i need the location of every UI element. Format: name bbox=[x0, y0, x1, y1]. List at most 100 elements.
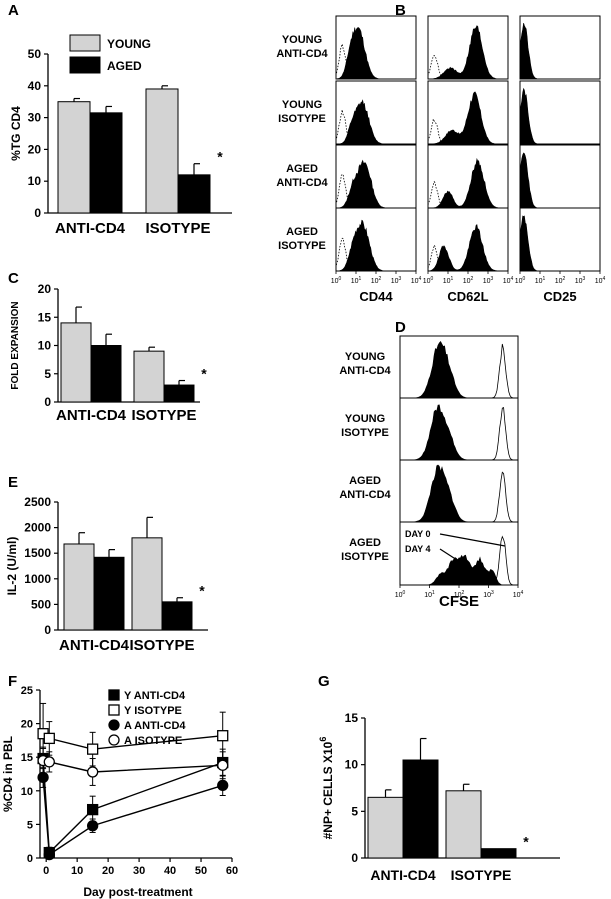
x-tick-label: 103 bbox=[391, 276, 402, 285]
histogram-cd62l-row4: 100 101 102 103 104 bbox=[423, 207, 514, 285]
data-point bbox=[86, 743, 99, 755]
histogram-frame bbox=[519, 144, 601, 209]
category-label-anti-cd4: ANTI-CD4 bbox=[56, 407, 127, 424]
y-tick-label: 0 bbox=[351, 851, 358, 865]
x-tick-exponent: 2 bbox=[379, 276, 382, 282]
x-tick-label: 102 bbox=[463, 276, 474, 285]
x-tick-exponent: 1 bbox=[543, 276, 546, 282]
x-tick-label: 104 bbox=[513, 590, 524, 599]
x-tick-label: 0 bbox=[43, 865, 49, 877]
x-tick-label: 50 bbox=[195, 865, 207, 877]
histogram-control bbox=[427, 117, 508, 145]
x-tick-exponent: 3 bbox=[583, 276, 586, 282]
annotation-arrow-day4 bbox=[439, 548, 458, 561]
histogram-control bbox=[335, 109, 416, 145]
y-axis-label: #NP+ CELLS X106 bbox=[318, 737, 335, 840]
y-tick-label: 10 bbox=[28, 174, 42, 188]
row-label-b-1: YOUNG bbox=[282, 34, 322, 46]
data-point bbox=[217, 730, 229, 742]
y-tick-label: 20 bbox=[38, 282, 52, 296]
y-tick-label: 0 bbox=[34, 206, 41, 220]
category-label-anti-cd4: ANTI-CD4 bbox=[55, 220, 126, 237]
category-label-isotype: ISOTYPE bbox=[145, 220, 210, 237]
bar-aged-isotype bbox=[177, 174, 211, 214]
bar-young-anti-cd4 bbox=[60, 322, 92, 403]
histogram-frame bbox=[519, 15, 601, 80]
histogram-cd25-row3 bbox=[519, 144, 601, 209]
histogram-cd62l-row2 bbox=[427, 80, 509, 145]
data-point bbox=[86, 803, 99, 816]
y-tick-label: 15 bbox=[21, 752, 33, 764]
x-tick-label: 101 bbox=[424, 590, 435, 599]
bar-chart-g: 0 5 10 15 #NP+ CELLS X106 ANTI-CD4 ISOTYPE * bbox=[318, 711, 560, 883]
x-tick-exponent: 0 bbox=[431, 276, 434, 282]
y-axis-label: %CD4 in PBL bbox=[1, 736, 15, 812]
row-label-b-3-line2: ANTI-CD4 bbox=[276, 177, 328, 189]
significance-asterisk: * bbox=[199, 583, 205, 599]
row-label-d-4-line2: ISOTYPE bbox=[341, 551, 389, 563]
x-tick-label: 104 bbox=[503, 276, 514, 285]
histogram-cd62l-row1 bbox=[427, 15, 509, 80]
x-tick-exponent: 2 bbox=[462, 590, 465, 596]
histogram-frame bbox=[399, 459, 519, 523]
bar-young-isotype bbox=[445, 790, 482, 859]
histogram-control bbox=[335, 42, 416, 80]
x-tick-label: 101 bbox=[535, 276, 546, 285]
bar-chart-c: 0 5 10 15 20 FOLD EXPANSION ANTI-CD4 ISOTYPE * bbox=[10, 282, 207, 424]
significance-asterisk: * bbox=[217, 149, 223, 165]
series-y-anti-cd4 bbox=[37, 747, 229, 859]
y-tick-label: 5 bbox=[351, 804, 358, 818]
histogram-filled bbox=[427, 223, 508, 272]
x-tick-label: 60 bbox=[226, 865, 238, 877]
legend-label-y-anti-cd4: Y ANTI-CD4 bbox=[124, 690, 186, 702]
category-label-isotype: ISOTYPE bbox=[129, 637, 194, 654]
histogram-cfse-row2 bbox=[399, 397, 519, 461]
histogram-cd44-row2 bbox=[335, 80, 417, 145]
legend-label-y-isotype: Y ISOTYPE bbox=[124, 705, 182, 717]
y-tick-label: 40 bbox=[28, 79, 42, 93]
panel-letter-b: B bbox=[395, 2, 406, 19]
bar-young-anti-cd4 bbox=[63, 543, 95, 631]
x-tick-exponent: 0 bbox=[403, 590, 406, 596]
bar-young-isotype bbox=[133, 350, 165, 403]
x-tick-label: 103 bbox=[483, 276, 494, 285]
legend-label-young: YOUNG bbox=[107, 37, 151, 51]
bar-young-isotype bbox=[145, 88, 179, 214]
column-label-cd25: CD25 bbox=[543, 289, 576, 304]
legend-swatch-aged bbox=[69, 56, 101, 74]
x-tick-exponent: 0 bbox=[523, 276, 526, 282]
y-axis-label: IL-2 (U/ml) bbox=[5, 537, 19, 596]
row-label-b-3: AGED bbox=[286, 163, 318, 175]
panel-letter-e: E bbox=[8, 474, 18, 491]
histogram-cd25-row2 bbox=[519, 80, 601, 145]
x-tick-label: 30 bbox=[133, 865, 145, 877]
x-tick-label: 102 bbox=[371, 276, 382, 285]
bar-young-isotype bbox=[131, 537, 163, 631]
y-tick-label: 1500 bbox=[24, 546, 51, 560]
histogram-cd25-row4: 100 101 102 103 104 bbox=[515, 207, 606, 285]
series-a-anti-cd4 bbox=[37, 766, 229, 861]
annotation-day0: DAY 0 bbox=[405, 529, 431, 539]
y-tick-label: 20 bbox=[28, 142, 42, 156]
legend-marker-y-anti-cd4 bbox=[108, 689, 120, 701]
y-tick-label: 2000 bbox=[24, 521, 51, 535]
series-line bbox=[42, 759, 223, 773]
histogram-cd44-row4: 100 101 102 103 104 bbox=[331, 207, 422, 285]
histogram-filled bbox=[428, 25, 508, 80]
data-point bbox=[217, 759, 229, 771]
histogram-control bbox=[519, 121, 600, 145]
row-label-d-3: AGED bbox=[349, 475, 381, 487]
x-tick-label: 40 bbox=[164, 865, 176, 877]
histogram-cfse-row3 bbox=[399, 459, 519, 523]
y-tick-label: 10 bbox=[345, 758, 359, 772]
legend-label-a-anti-cd4: A ANTI-CD4 bbox=[124, 720, 186, 732]
histogram-frame bbox=[519, 207, 601, 272]
legend-marker-y-isotype bbox=[108, 704, 120, 716]
row-label-d-4: AGED bbox=[349, 537, 381, 549]
legend-label-a-isotype: A ISOTYPE bbox=[124, 735, 182, 747]
data-point bbox=[43, 848, 55, 861]
panel-letter-f: F bbox=[8, 673, 17, 690]
y-tick-label: 5 bbox=[27, 819, 33, 831]
row-label-b-2-line2: ISOTYPE bbox=[278, 113, 326, 125]
category-label-isotype: ISOTYPE bbox=[451, 867, 512, 883]
